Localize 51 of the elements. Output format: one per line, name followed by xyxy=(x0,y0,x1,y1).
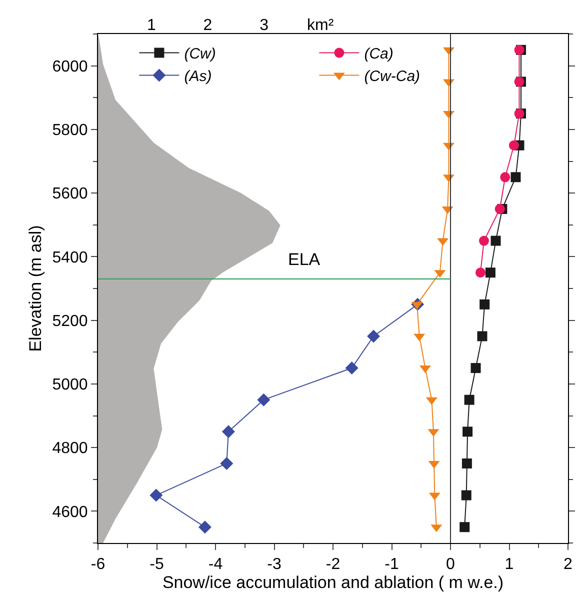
x2-tick-label: 3 xyxy=(260,16,269,34)
ref-line-label: ELA xyxy=(288,250,321,269)
point xyxy=(464,394,474,405)
y-tick-label: 6000 xyxy=(52,58,88,76)
point xyxy=(462,458,472,468)
point xyxy=(508,140,519,150)
point xyxy=(462,426,473,437)
x-axis-title: Snow/ice accumulation and ablation ( m w.e.) xyxy=(162,573,504,592)
y-tick-label: 5800 xyxy=(52,122,88,140)
y-axis-title: Elevation (m asl) xyxy=(26,225,45,352)
point xyxy=(485,268,496,278)
point xyxy=(461,490,472,500)
legend-label: (Cw-Ca) xyxy=(364,68,420,86)
legend-label: (Cw) xyxy=(184,46,216,63)
point xyxy=(475,268,486,278)
x-tick-label: 0 xyxy=(446,556,456,574)
x-tick-label: -3 xyxy=(267,556,282,574)
legend-label: (As) xyxy=(184,68,212,86)
point xyxy=(478,236,489,246)
point xyxy=(460,522,470,532)
point xyxy=(222,425,235,438)
y-tick-label: 5600 xyxy=(52,186,88,203)
point xyxy=(480,299,490,310)
x-tick-label: -4 xyxy=(208,556,223,574)
point xyxy=(198,520,212,534)
point xyxy=(477,331,488,342)
x-tick-label: -1 xyxy=(384,556,399,574)
x-tick-label: -5 xyxy=(150,556,164,574)
y-tick-label: 5400 xyxy=(52,249,88,266)
x-tick-label: 1 xyxy=(504,556,514,574)
y-tick-label: 5200 xyxy=(52,312,88,330)
point xyxy=(367,330,380,343)
x-tick-label: -6 xyxy=(90,556,106,574)
legend-label: (Ca) xyxy=(364,46,394,63)
point xyxy=(345,362,358,375)
point xyxy=(510,172,521,182)
point xyxy=(500,172,510,182)
x2-tick-label: km² xyxy=(307,16,334,34)
x2-tick-label: 1 xyxy=(147,16,156,34)
y-tick-label: 4600 xyxy=(52,504,88,521)
y-tick-label: 5000 xyxy=(52,376,88,394)
point xyxy=(257,393,270,406)
x-tick-label: 2 xyxy=(564,556,573,574)
point xyxy=(470,363,481,374)
x-tick-label: -2 xyxy=(326,556,340,574)
y-tick-label: 4800 xyxy=(52,440,88,458)
x2-tick-label: 2 xyxy=(203,16,212,34)
point xyxy=(150,488,163,502)
point xyxy=(220,456,234,470)
point xyxy=(494,204,505,214)
point xyxy=(490,236,501,246)
